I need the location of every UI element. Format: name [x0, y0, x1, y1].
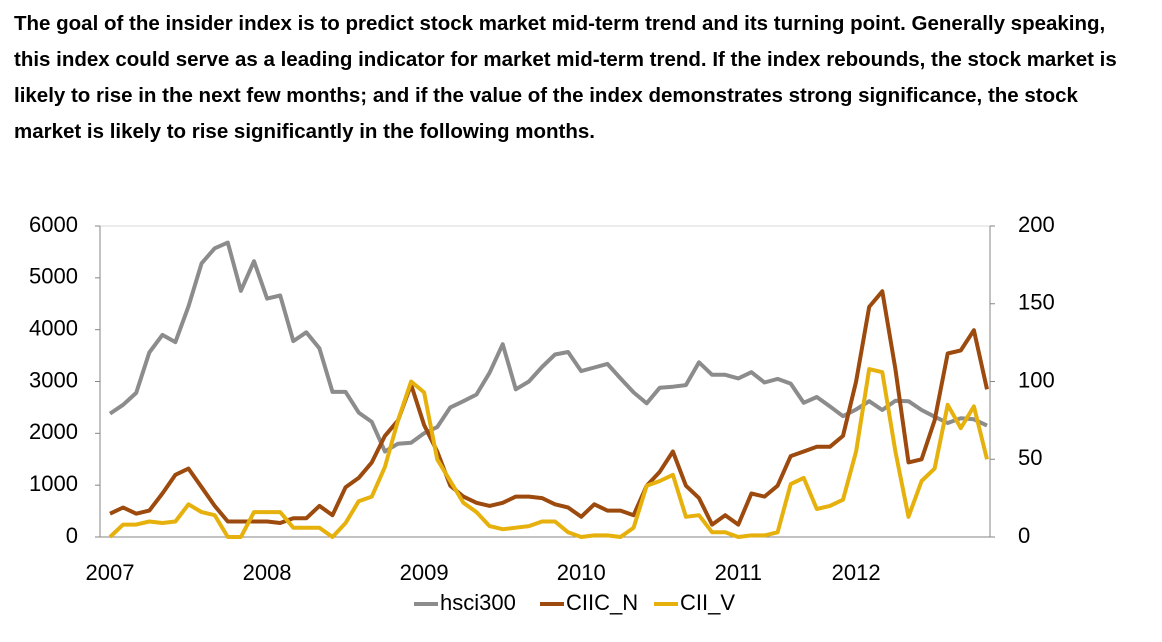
- y-tick-label: 4000: [29, 315, 78, 340]
- series-line: [108, 367, 989, 539]
- y2-tick-label: 100: [1018, 367, 1055, 392]
- y-tick-label: 0: [66, 523, 78, 548]
- x-tick-label: 2011: [715, 560, 762, 585]
- y-tick-label: 2000: [29, 419, 78, 444]
- legend-label: hsci300: [440, 590, 516, 615]
- y2-tick-label: 50: [1018, 445, 1042, 470]
- y2-tick-label: 0: [1018, 523, 1030, 548]
- x-tick-label: 2007: [86, 560, 135, 585]
- x-tick-label: 2008: [243, 560, 292, 585]
- x-tick-label: 2012: [832, 560, 881, 585]
- y-tick-label: 3000: [29, 367, 78, 392]
- y-tick-label: 1000: [29, 471, 78, 496]
- y2-tick-label: 200: [1018, 212, 1055, 237]
- x-tick-label: 2009: [400, 560, 449, 585]
- description: The goal of the insider index is to pred…: [14, 12, 1117, 143]
- series-line: [109, 289, 989, 527]
- x-tick-label: 2010: [557, 560, 606, 585]
- y2-tick-label: 150: [1018, 290, 1055, 315]
- series-line: [108, 240, 988, 454]
- legend-label: CIIC_N: [566, 590, 638, 615]
- legend-label: CII_V: [680, 590, 735, 615]
- y-tick-label: 6000: [29, 212, 78, 237]
- y-tick-label: 5000: [29, 264, 78, 289]
